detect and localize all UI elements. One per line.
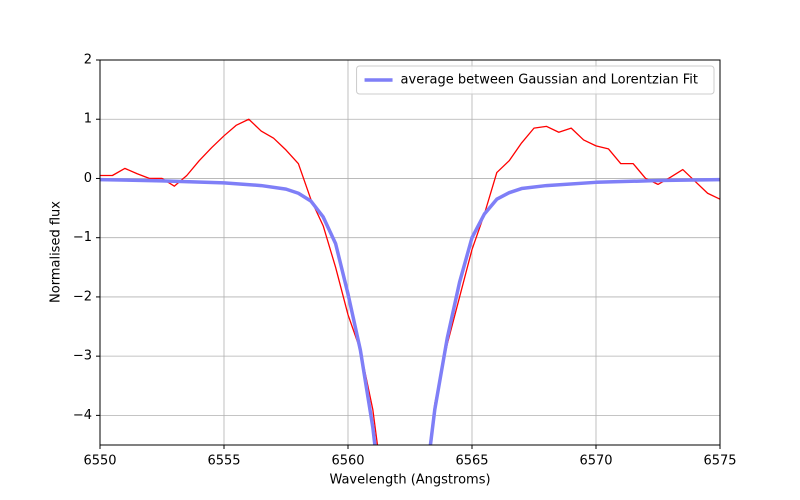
x-tick-label: 6550 bbox=[83, 454, 116, 469]
grid bbox=[99, 59, 721, 445]
x-tick-label: 6575 bbox=[703, 454, 736, 469]
legend: average between Gaussian and Lorentzian … bbox=[356, 65, 715, 95]
y-tick-label: −4 bbox=[73, 408, 92, 423]
legend-box bbox=[356, 65, 715, 95]
y-tick-label: −2 bbox=[73, 289, 92, 304]
y-tick-label: 2 bbox=[84, 53, 92, 68]
data-line bbox=[100, 118, 720, 445]
y-tick-label: 1 bbox=[84, 112, 92, 127]
y-tick-label: 0 bbox=[84, 171, 92, 186]
x-tick-label: 6555 bbox=[207, 454, 240, 469]
y-tick-label: −3 bbox=[73, 349, 92, 364]
ticks: 6550 6555 6560 6565 6570 6575 −4 −3 −2 −1 0 1 2 bbox=[73, 53, 737, 469]
x-tick-label: 6565 bbox=[455, 454, 488, 469]
plot-frame bbox=[99, 59, 721, 446]
fit-line bbox=[100, 177, 720, 445]
x-tick-label: 6560 bbox=[331, 454, 364, 469]
y-axis-label: Normalised flux bbox=[49, 201, 64, 303]
x-tick-label: 6570 bbox=[579, 454, 612, 469]
x-axis-label: Wavelength (Angstroms) bbox=[329, 473, 490, 488]
plot-area bbox=[100, 118, 720, 445]
legend-label: average between Gaussian and Lorentzian … bbox=[401, 73, 698, 88]
y-tick-label: −1 bbox=[73, 230, 92, 245]
